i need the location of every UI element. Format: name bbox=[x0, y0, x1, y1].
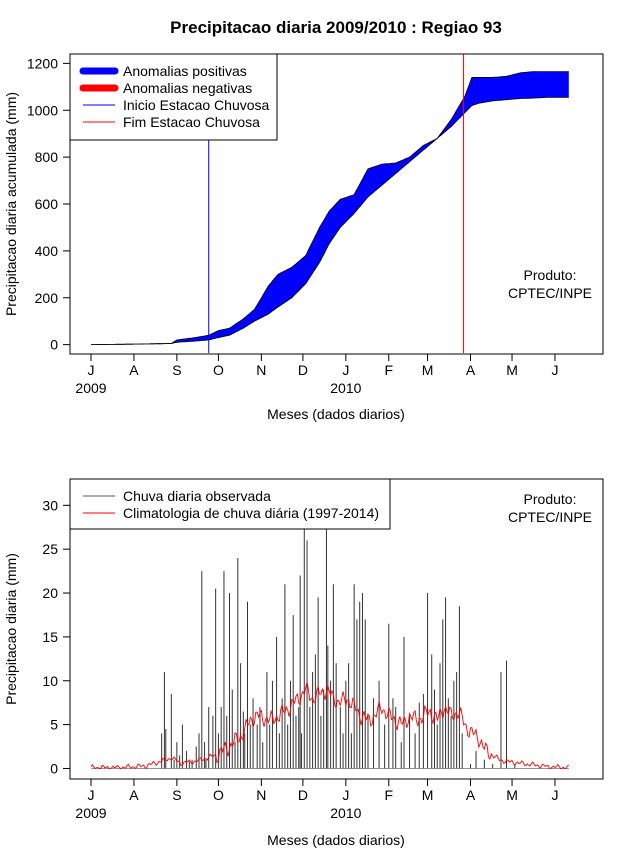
top-chart: Precipitacao diaria 2009/2010 : Regiao 9… bbox=[3, 18, 604, 422]
y-tick-label-400: 400 bbox=[35, 243, 59, 259]
y-tick-label-25: 25 bbox=[42, 541, 58, 557]
top-y-axis-label: Precipitacao diaria acumulada (mm) bbox=[3, 92, 19, 316]
legend-label-anomalias-negativas: Anomalias negativas bbox=[123, 80, 252, 96]
bottom-annotation-produto: Produto: bbox=[524, 491, 577, 507]
legend-label-anomalias-positivas: Anomalias positivas bbox=[123, 63, 247, 79]
bottom-legend-box bbox=[69, 478, 391, 530]
y-tick-label-20: 20 bbox=[42, 585, 58, 601]
climatologia-diaria-line bbox=[90, 681, 570, 770]
x-tick-label-7: F bbox=[384, 787, 393, 803]
legend-label-fim-estacao: Fim Estacao Chuvosa bbox=[123, 114, 260, 130]
x-tick-label-11: J bbox=[551, 362, 558, 378]
y-tick-label-1000: 1000 bbox=[27, 102, 58, 118]
x-tick-label-0: J bbox=[88, 787, 95, 803]
legend-label-climatologia: Climatologia de chuva diária (1997-2014) bbox=[123, 505, 379, 521]
bottom-x-axis-label: Meses (dados diarios) bbox=[267, 832, 405, 848]
x-tick-label-3: O bbox=[213, 787, 224, 803]
x-tick-label-8: M bbox=[422, 362, 434, 378]
x-tick-label-0: J bbox=[88, 362, 95, 378]
top-chart-title: Precipitacao diaria 2009/2010 : Regiao 9… bbox=[170, 18, 502, 37]
y-tick-label-15: 15 bbox=[42, 629, 58, 645]
bottom-annotation-cptec: CPTEC/INPE bbox=[508, 509, 592, 525]
x-tick-label-2: S bbox=[172, 787, 181, 803]
year-label-2009: 2009 bbox=[75, 380, 106, 396]
top-legend: Anomalias positivas Anomalias negativas … bbox=[69, 53, 278, 141]
year-label-2010: 2010 bbox=[330, 805, 361, 821]
year-label-2009: 2009 bbox=[75, 805, 106, 821]
legend-label-chuva-observada: Chuva diaria observada bbox=[123, 488, 271, 504]
y-tick-label-1200: 1200 bbox=[27, 55, 58, 71]
x-tick-label-7: F bbox=[384, 362, 393, 378]
top-y-axis: 0 200 400 600 800 1000 1200 bbox=[27, 55, 71, 353]
x-tick-label-9: A bbox=[466, 787, 476, 803]
top-annotation-produto: Produto: bbox=[524, 267, 577, 283]
top-x-axis: J A S O N D J F M A M J 2009 2010 bbox=[75, 353, 558, 396]
y-tick-label-0: 0 bbox=[50, 760, 58, 776]
y-tick-label-10: 10 bbox=[42, 673, 58, 689]
x-tick-label-1: A bbox=[129, 787, 139, 803]
year-label-2010: 2010 bbox=[330, 380, 361, 396]
y-tick-label-800: 800 bbox=[35, 149, 59, 165]
legend-label-inicio-estacao: Inicio Estacao Chuvosa bbox=[123, 97, 270, 113]
bottom-legend: Chuva diaria observada Climatologia de c… bbox=[69, 478, 391, 530]
x-tick-label-10: M bbox=[506, 787, 518, 803]
x-tick-label-6: J bbox=[342, 362, 349, 378]
y-tick-label-5: 5 bbox=[50, 717, 58, 733]
x-tick-label-11: J bbox=[551, 787, 558, 803]
bottom-plot-area bbox=[90, 505, 570, 770]
y-tick-label-200: 200 bbox=[35, 290, 59, 306]
bottom-y-axis: 0 5 10 15 20 25 30 bbox=[42, 497, 71, 776]
x-tick-label-4: N bbox=[256, 787, 266, 803]
climatologia-acumulada-line bbox=[91, 97, 569, 345]
x-tick-label-9: A bbox=[466, 362, 476, 378]
x-tick-label-1: A bbox=[129, 362, 139, 378]
x-tick-label-8: M bbox=[422, 787, 434, 803]
top-annotation-cptec: CPTEC/INPE bbox=[508, 285, 592, 301]
x-tick-label-10: M bbox=[506, 362, 518, 378]
x-tick-label-3: O bbox=[213, 362, 224, 378]
y-tick-label-0: 0 bbox=[50, 337, 58, 353]
top-x-axis-label: Meses (dados diarios) bbox=[267, 406, 405, 422]
bottom-chart: 0 5 10 15 20 25 30 J A S O N D J F M A M J 2009 2010 Meses … bbox=[3, 478, 604, 848]
x-tick-label-6: J bbox=[342, 787, 349, 803]
x-tick-label-5: D bbox=[298, 362, 308, 378]
y-tick-label-30: 30 bbox=[42, 497, 58, 513]
x-tick-label-4: N bbox=[256, 362, 266, 378]
x-tick-label-2: S bbox=[172, 362, 181, 378]
bottom-y-axis-label: Precipitacao diaria (mm) bbox=[3, 553, 19, 705]
bottom-x-axis: J A S O N D J F M A M J 2009 2010 bbox=[75, 778, 558, 821]
x-tick-label-5: D bbox=[298, 787, 308, 803]
y-tick-label-600: 600 bbox=[35, 196, 59, 212]
